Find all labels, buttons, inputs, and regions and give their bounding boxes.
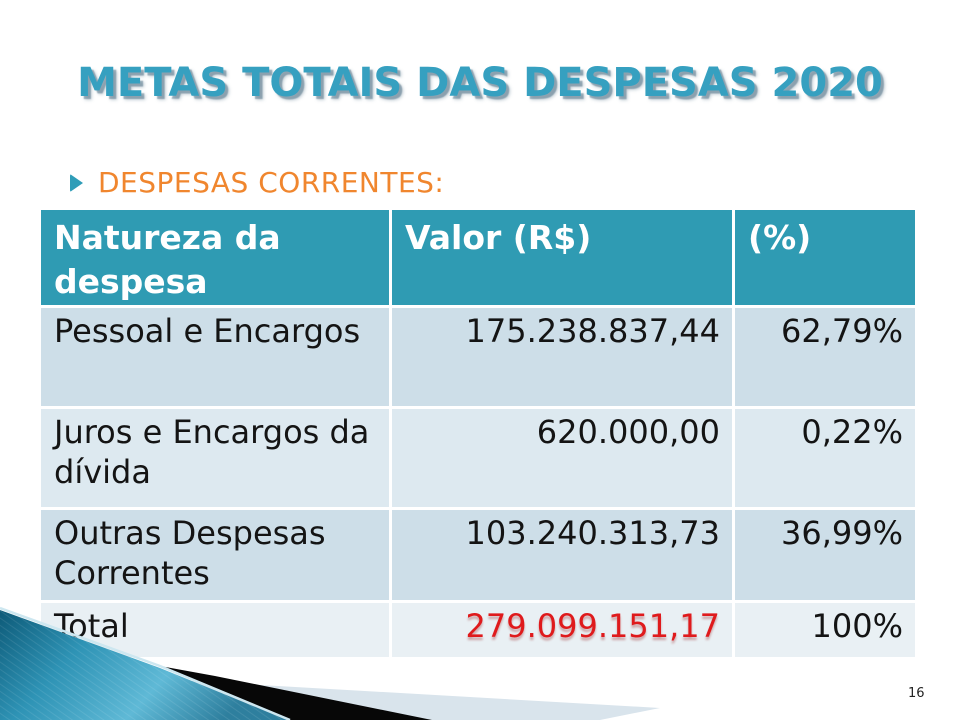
cell-name: Outras Despesas Correntes — [41, 510, 389, 600]
cell-total-pct: 100% — [735, 603, 915, 657]
cell-pct: 0,22% — [735, 409, 915, 507]
table-header-row: Natureza da despesa Valor (R$) (%) — [41, 210, 915, 305]
bottom-left-ribbons-decoration — [0, 606, 660, 720]
cell-name: Pessoal e Encargos — [41, 308, 389, 406]
col-header-valor: Valor (R$) — [392, 210, 732, 305]
ribbon-black — [160, 666, 432, 720]
page-title: METAS TOTAIS DAS DESPESAS 2020 — [77, 60, 883, 106]
cell-value: 175.238.837,44 — [392, 308, 732, 406]
cell-pct: 62,79% — [735, 308, 915, 406]
table-row: Pessoal e Encargos 175.238.837,44 62,79% — [41, 308, 915, 406]
section-bullet-label: DESPESAS CORRENTES: — [98, 166, 445, 199]
bullet-arrow-icon — [70, 173, 83, 192]
cell-value: 620.000,00 — [392, 409, 732, 507]
cell-pct: 36,99% — [735, 510, 915, 600]
section-bullet: DESPESAS CORRENTES: — [70, 166, 444, 199]
cell-name: Juros e Encargos da dívida — [41, 409, 389, 507]
cell-total-value: 279.099.151,17 — [392, 603, 732, 657]
col-header-natureza: Natureza da despesa — [41, 210, 389, 305]
col-header-pct: (%) — [735, 210, 915, 305]
table-row: Juros e Encargos da dívida 620.000,00 0,… — [41, 409, 915, 507]
table-row: Outras Despesas Correntes 103.240.313,73… — [41, 510, 915, 600]
cell-value: 103.240.313,73 — [392, 510, 732, 600]
page-number: 16 — [908, 686, 925, 701]
expenses-table: Natureza da despesa Valor (R$) (%) Pesso… — [38, 207, 918, 660]
table-row-total: Total 279.099.151,17 100% — [41, 603, 915, 657]
